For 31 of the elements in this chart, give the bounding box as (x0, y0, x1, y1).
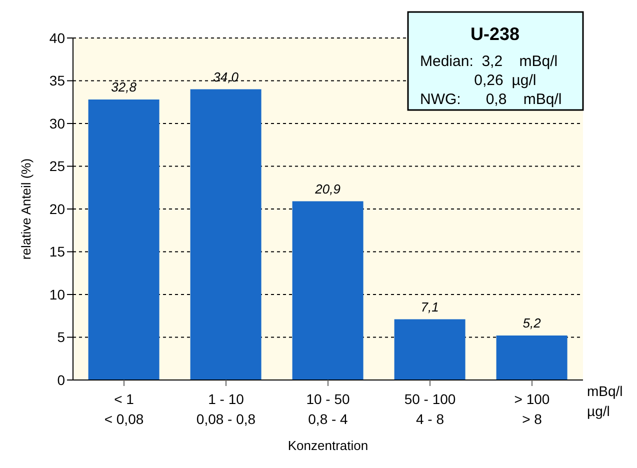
y-tick-label: 20 (49, 200, 66, 217)
y-tick-label: 30 (49, 115, 66, 132)
y-tick-label: 0 (57, 372, 66, 388)
x-tick-label: 10 - 50 0,8 - 4 (306, 391, 350, 427)
y-tick-label: 10 (49, 286, 66, 302)
data-label: 34,0 (213, 69, 240, 84)
y-tick-label: 5 (57, 329, 66, 346)
y-axis-title: relative Anteil (%) (18, 158, 34, 260)
bar (292, 201, 364, 380)
data-label: 7,1 (420, 299, 439, 314)
bar (394, 319, 466, 380)
data-label: 20,9 (314, 181, 340, 196)
annotation: Median: 3,2 mBq/l (420, 53, 558, 70)
text: mBq/l µg/l (587, 383, 623, 419)
x-tick-label: 1 - 10 0,08 - 0,8 (196, 391, 256, 427)
bar (190, 89, 262, 380)
y-tick-label: 15 (49, 244, 66, 260)
x-tick-label: < 1 < 0,08 (104, 391, 144, 427)
annotation: U-238 (470, 24, 520, 44)
y-tick-label: 25 (49, 158, 66, 174)
x-tick-label: 50 - 100 4 - 8 (404, 391, 456, 427)
annotation: NWG: 0,8 mBq/l (420, 91, 562, 108)
bar (496, 336, 568, 380)
x-axis-title: Konzentration (288, 438, 368, 453)
y-tick-label: 35 (49, 72, 66, 89)
annotation: 0,26 µg/l (420, 72, 536, 89)
data-label: 5,2 (522, 316, 542, 331)
x-tick-label: > 100 > 8 (514, 391, 550, 427)
bar (88, 100, 160, 380)
y-tick-label: 40 (49, 30, 66, 46)
data-label: 32,8 (111, 80, 138, 95)
